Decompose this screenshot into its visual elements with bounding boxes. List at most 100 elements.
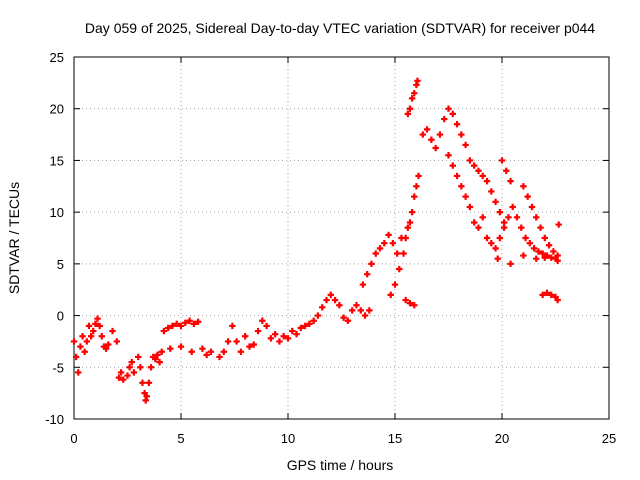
data-point — [98, 333, 106, 340]
data-point — [259, 317, 266, 324]
data-point — [276, 338, 283, 345]
data-point — [113, 338, 120, 345]
data-point — [389, 239, 397, 247]
data-point — [513, 214, 521, 221]
data-point — [507, 260, 514, 268]
data-point — [543, 289, 551, 297]
data-point — [237, 348, 245, 355]
x-tick-label: 0 — [70, 431, 77, 446]
data-point — [494, 255, 501, 262]
data-point — [359, 281, 367, 288]
data-point — [376, 245, 384, 252]
data-point — [361, 312, 369, 319]
data-point — [289, 327, 296, 335]
data-point — [344, 317, 352, 324]
data-point — [81, 348, 88, 355]
data-point — [128, 358, 135, 366]
data-point — [458, 183, 465, 190]
data-point — [216, 353, 223, 361]
data-point — [524, 193, 531, 200]
data-point — [233, 338, 240, 345]
data-point — [90, 327, 97, 335]
data-point — [154, 351, 161, 359]
data-point — [194, 318, 202, 325]
data-point — [186, 317, 193, 324]
y-tick-label: 25 — [50, 50, 64, 65]
data-point — [199, 345, 206, 352]
data-point — [466, 157, 474, 164]
data-point — [271, 330, 279, 338]
axis-ticks: 0 5 10 15 20 25 -10 -5 0 5 10 15 20 25 — [45, 50, 616, 446]
data-point — [466, 203, 474, 211]
data-point — [143, 393, 150, 400]
y-tick-label: 10 — [50, 205, 64, 220]
data-point — [475, 167, 482, 174]
data-point — [79, 333, 86, 340]
data-point — [479, 172, 486, 180]
data-point — [314, 312, 322, 319]
data-point — [177, 322, 185, 330]
data-point — [445, 105, 452, 112]
data-point — [406, 219, 414, 226]
data-point — [541, 234, 548, 242]
data-point — [340, 314, 347, 321]
data-point — [250, 341, 257, 348]
data-point — [130, 369, 138, 376]
data-point — [254, 327, 262, 335]
data-point — [496, 234, 504, 242]
data-point — [145, 379, 153, 386]
data-point — [267, 335, 275, 342]
data-point — [72, 353, 80, 361]
data-point — [357, 307, 364, 314]
data-point — [87, 333, 95, 340]
data-point — [509, 203, 516, 211]
chart-title: Day 059 of 2025, Sidereal Day-to-day VTE… — [85, 20, 595, 36]
data-point — [331, 296, 339, 304]
plot-frame — [73, 56, 610, 420]
y-tick-label: -10 — [45, 412, 64, 427]
data-point — [263, 322, 270, 330]
data-point — [77, 343, 84, 350]
data-point — [539, 250, 546, 257]
data-point — [147, 364, 155, 371]
data-point — [92, 320, 99, 328]
data-point — [336, 302, 343, 309]
data-point — [530, 245, 538, 252]
x-tick-label: 5 — [177, 431, 184, 446]
data-point — [537, 224, 544, 231]
data-point — [323, 296, 330, 304]
data-point — [349, 307, 356, 314]
data-point — [507, 177, 514, 185]
y-tick-label: 20 — [50, 102, 64, 117]
data-point — [158, 348, 165, 355]
data-point — [400, 250, 407, 257]
data-point — [120, 376, 127, 383]
data-point — [363, 271, 371, 278]
data-point — [109, 327, 116, 335]
data-point — [393, 250, 401, 257]
data-point — [483, 234, 491, 242]
data-point — [242, 333, 249, 340]
data-point — [190, 320, 198, 328]
data-point — [483, 177, 491, 185]
data-point — [500, 224, 508, 231]
data-point — [207, 348, 215, 355]
data-point — [94, 315, 101, 322]
data-point — [224, 338, 232, 345]
data-point — [167, 345, 174, 352]
data-point — [496, 208, 504, 216]
data-point — [498, 157, 506, 164]
data-point — [156, 358, 163, 366]
data-point — [492, 245, 499, 252]
data-point — [297, 324, 305, 332]
data-point — [505, 214, 512, 221]
data-point — [306, 320, 313, 328]
data-point — [423, 126, 431, 133]
data-point — [366, 307, 373, 314]
data-points — [70, 77, 562, 404]
data-point — [203, 351, 210, 359]
data-point — [445, 152, 452, 159]
data-point — [411, 302, 418, 309]
data-point — [96, 322, 103, 330]
x-axis-label: GPS time / hours — [287, 457, 394, 473]
